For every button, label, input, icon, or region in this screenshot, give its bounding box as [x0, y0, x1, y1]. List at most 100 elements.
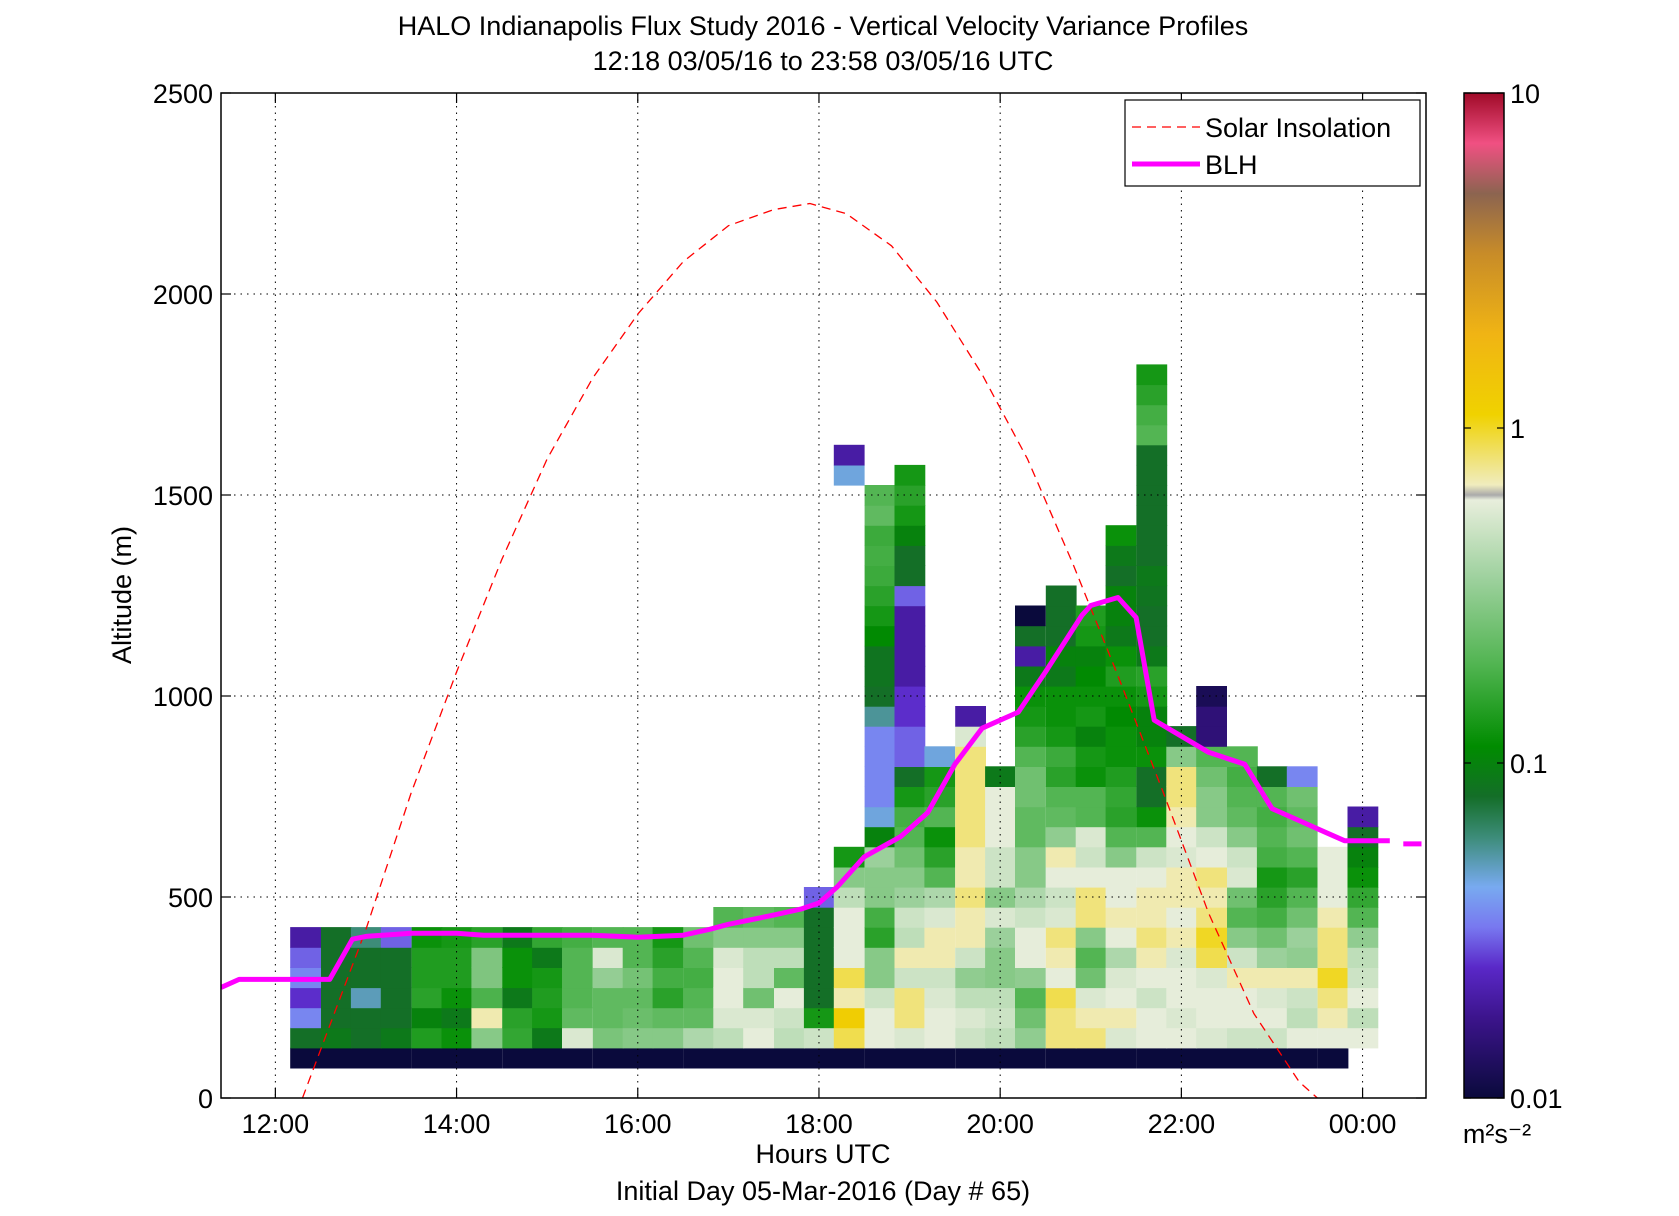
heatmap-cell [833, 887, 865, 908]
heatmap-cell [1136, 585, 1168, 607]
heatmap-cell [1227, 786, 1258, 808]
heatmap-cell [1136, 947, 1168, 968]
heatmap-cell [894, 1027, 926, 1049]
heatmap-cell [1196, 846, 1227, 868]
heatmap-cell [833, 907, 865, 928]
heatmap-cell [924, 967, 956, 989]
heatmap-cell [1075, 1047, 1107, 1069]
heatmap-cell [955, 967, 986, 989]
heatmap-cell [683, 947, 715, 968]
x-tick-label: 22:00 [1148, 1109, 1216, 1139]
heatmap-cell [774, 947, 805, 968]
heatmap-cell [1256, 786, 1288, 808]
heatmap-cell [1105, 746, 1137, 767]
heatmap-cell [1045, 927, 1077, 948]
heatmap-cell [1196, 766, 1227, 787]
heatmap-cell [471, 1047, 503, 1069]
heatmap-cell [743, 967, 774, 989]
heatmap-cell [532, 967, 563, 989]
heatmap-cell [1075, 1027, 1107, 1049]
heatmap-cell [1075, 947, 1107, 968]
heatmap-cell [471, 967, 503, 989]
heatmap-cell [1166, 887, 1198, 908]
heatmap-cell [1136, 545, 1168, 566]
heatmap-cell [1136, 384, 1168, 406]
heatmap-cell [1136, 404, 1168, 426]
heatmap-cell [985, 1027, 1016, 1049]
heatmap-cell [1136, 786, 1168, 808]
heatmap-cell [1347, 1027, 1379, 1049]
heatmap-cell [955, 866, 986, 888]
heatmap-cell [1136, 866, 1168, 888]
heatmap-cell [864, 645, 896, 667]
heatmap-cell [1256, 987, 1288, 1009]
heatmap-cell [683, 1007, 715, 1029]
heatmap-cell [1015, 887, 1046, 908]
heatmap-cell [894, 605, 926, 627]
heatmap-cell [924, 887, 956, 908]
heatmap-cell [1136, 525, 1168, 546]
heatmap-cell [1196, 806, 1227, 828]
heatmap-cell [1286, 846, 1318, 868]
heatmap-cell [350, 967, 382, 989]
heatmap-cell [955, 806, 986, 828]
heatmap-cell [1015, 866, 1046, 888]
heatmap-cell [1166, 866, 1198, 888]
heatmap-cell [985, 907, 1016, 928]
heatmap-cell [532, 1047, 563, 1069]
heatmap-cell [290, 1027, 321, 1049]
heatmap-cell [713, 947, 745, 968]
heatmap-cell [1317, 846, 1349, 868]
heatmap-cell [894, 585, 926, 607]
y-axis-label: Altitude (m) [107, 526, 137, 664]
heatmap-cell [803, 907, 835, 928]
heatmap-cell [1317, 1007, 1349, 1029]
heatmap-cell [1136, 846, 1168, 868]
heatmap-cell [803, 927, 835, 948]
heatmap-cell [743, 947, 774, 968]
heatmap-cell [864, 1027, 896, 1049]
heatmap-cell [321, 1027, 352, 1049]
heatmap-cell [1166, 1027, 1198, 1049]
heatmap-cell [1075, 846, 1107, 868]
heatmap-cell [1075, 625, 1107, 647]
heatmap-cell [1286, 927, 1318, 948]
heatmap-cell [1196, 686, 1227, 707]
heatmap-cell [833, 444, 865, 466]
heatmap-cell [864, 605, 896, 627]
heatmap-cell [1075, 665, 1107, 687]
heatmap-cell [380, 1047, 412, 1069]
heatmap-cell [924, 987, 956, 1009]
heatmap-cell [290, 927, 321, 948]
heatmap-cell [894, 947, 926, 968]
heatmap-cell [502, 987, 533, 1009]
heatmap-cell [833, 1047, 865, 1069]
heatmap-cell [833, 987, 865, 1009]
heatmap-cell [1166, 1047, 1198, 1069]
heatmap-cell [894, 887, 926, 908]
heatmap-cell [1105, 1027, 1137, 1049]
heatmap-cell [1045, 746, 1077, 767]
heatmap-cell [864, 907, 896, 928]
heatmap-cell [1256, 1047, 1288, 1069]
heatmap-cell [1045, 826, 1077, 848]
heatmap-cell [1286, 907, 1318, 928]
heatmap-cell [864, 706, 896, 727]
colorbar-units: m²s⁻² [1463, 1119, 1531, 1149]
heatmap-cell [411, 947, 443, 968]
heatmap-cell [321, 1047, 352, 1069]
heatmap-cell [955, 786, 986, 808]
heatmap-cell [1227, 967, 1258, 989]
colorbar-tick-label: 1 [1510, 414, 1525, 444]
x-axis-label: Hours UTC [755, 1139, 890, 1169]
heatmap-cell [380, 987, 412, 1009]
heatmap-cell [1075, 686, 1107, 707]
colorbar-ticks: 10 1 0.1 0.01 [1464, 79, 1563, 1114]
heatmap-cell [502, 967, 533, 989]
heatmap-cell [1286, 887, 1318, 908]
heatmap-cell [1196, 907, 1227, 928]
heatmap-cell [1015, 726, 1046, 747]
heatmap-cell [1015, 987, 1046, 1009]
heatmap-cell [1227, 1047, 1258, 1069]
x-tick-label: 12:00 [242, 1109, 310, 1139]
